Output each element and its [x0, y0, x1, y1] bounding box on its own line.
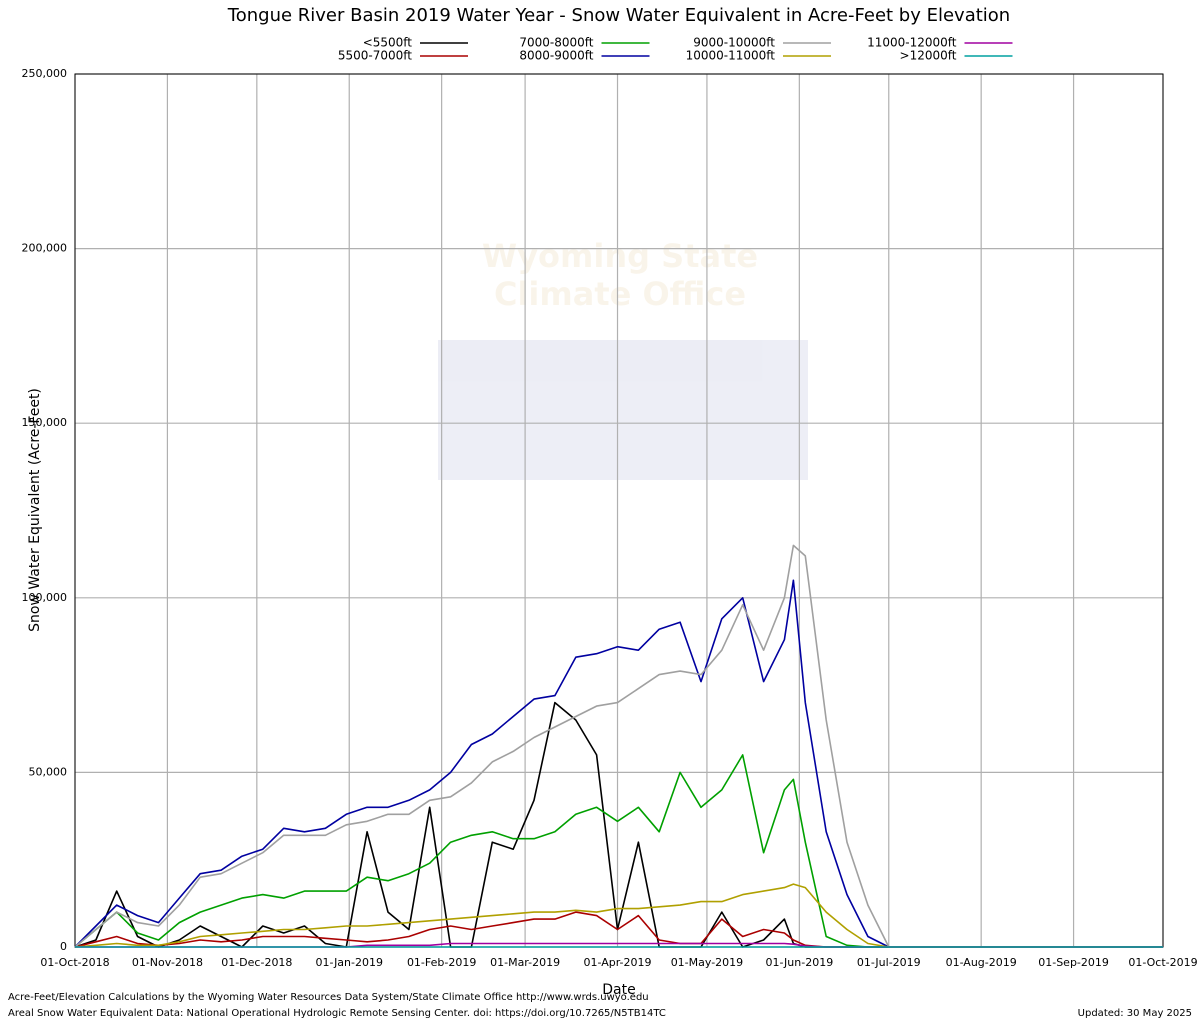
chart-title: Tongue River Basin 2019 Water Year - Sno… — [227, 5, 1010, 26]
y-tick-label: 250,000 — [22, 67, 68, 80]
x-axis-label: Date — [602, 982, 635, 998]
footer-updated: Updated: 30 May 2025 — [1078, 1008, 1192, 1019]
series-line — [74, 911, 1163, 948]
legend-label: >12000ft — [900, 49, 957, 63]
x-tick-label: 01-Feb-2019 — [407, 956, 476, 969]
y-tick-label: 200,000 — [22, 242, 68, 255]
watermark-text: Wyoming State — [482, 237, 758, 275]
series-line — [74, 754, 1163, 948]
series-line — [74, 883, 1163, 948]
series-line — [74, 544, 1163, 948]
x-tick-label: 01-Oct-2018 — [40, 956, 109, 969]
footer-note: Areal Snow Water Equivalent Data: Nation… — [8, 1008, 666, 1019]
watermark-text: Climate Office — [494, 275, 746, 313]
legend-label: 11000-12000ft — [867, 36, 957, 50]
y-axis-label: Snow Water Equivalent (Acre-Feet) — [27, 388, 43, 632]
footer-note: Acre-Feet/Elevation Calculations by the … — [8, 992, 649, 1003]
watermark: Wyoming State Climate Office — [438, 237, 808, 480]
x-tick-label: 01-Mar-2019 — [490, 956, 560, 969]
x-tick-label: 01-Jun-2019 — [765, 956, 833, 969]
legend-label: 10000-11000ft — [686, 49, 776, 63]
y-tick-label: 100,000 — [22, 591, 68, 604]
x-tick-label: 01-Jul-2019 — [857, 956, 921, 969]
x-tick-label: 01-Nov-2018 — [132, 956, 203, 969]
x-tick-label: 01-Sep-2019 — [1038, 956, 1109, 969]
legend-label: 7000-8000ft — [519, 36, 593, 50]
watermark-shape — [438, 340, 808, 480]
x-tick-label: 01-Oct-2019 — [1128, 956, 1197, 969]
legend-label: <5500ft — [363, 36, 413, 50]
legend-label: 8000-9000ft — [519, 49, 593, 63]
x-tick-label: 01-Apr-2019 — [584, 956, 652, 969]
x-tick-label: 01-Dec-2018 — [221, 956, 292, 969]
series-line — [74, 579, 1163, 948]
legend-label: 5500-7000ft — [338, 49, 412, 63]
legend-label: 9000-10000ft — [693, 36, 775, 50]
x-tick-label: 01-Jan-2019 — [315, 956, 383, 969]
y-tick-label: 50,000 — [29, 765, 68, 778]
x-tick-label: 01-May-2019 — [671, 956, 743, 969]
y-tick-label: 0 — [60, 940, 67, 953]
x-tick-label: 01-Aug-2019 — [946, 956, 1017, 969]
y-tick-label: 150,000 — [22, 416, 68, 429]
